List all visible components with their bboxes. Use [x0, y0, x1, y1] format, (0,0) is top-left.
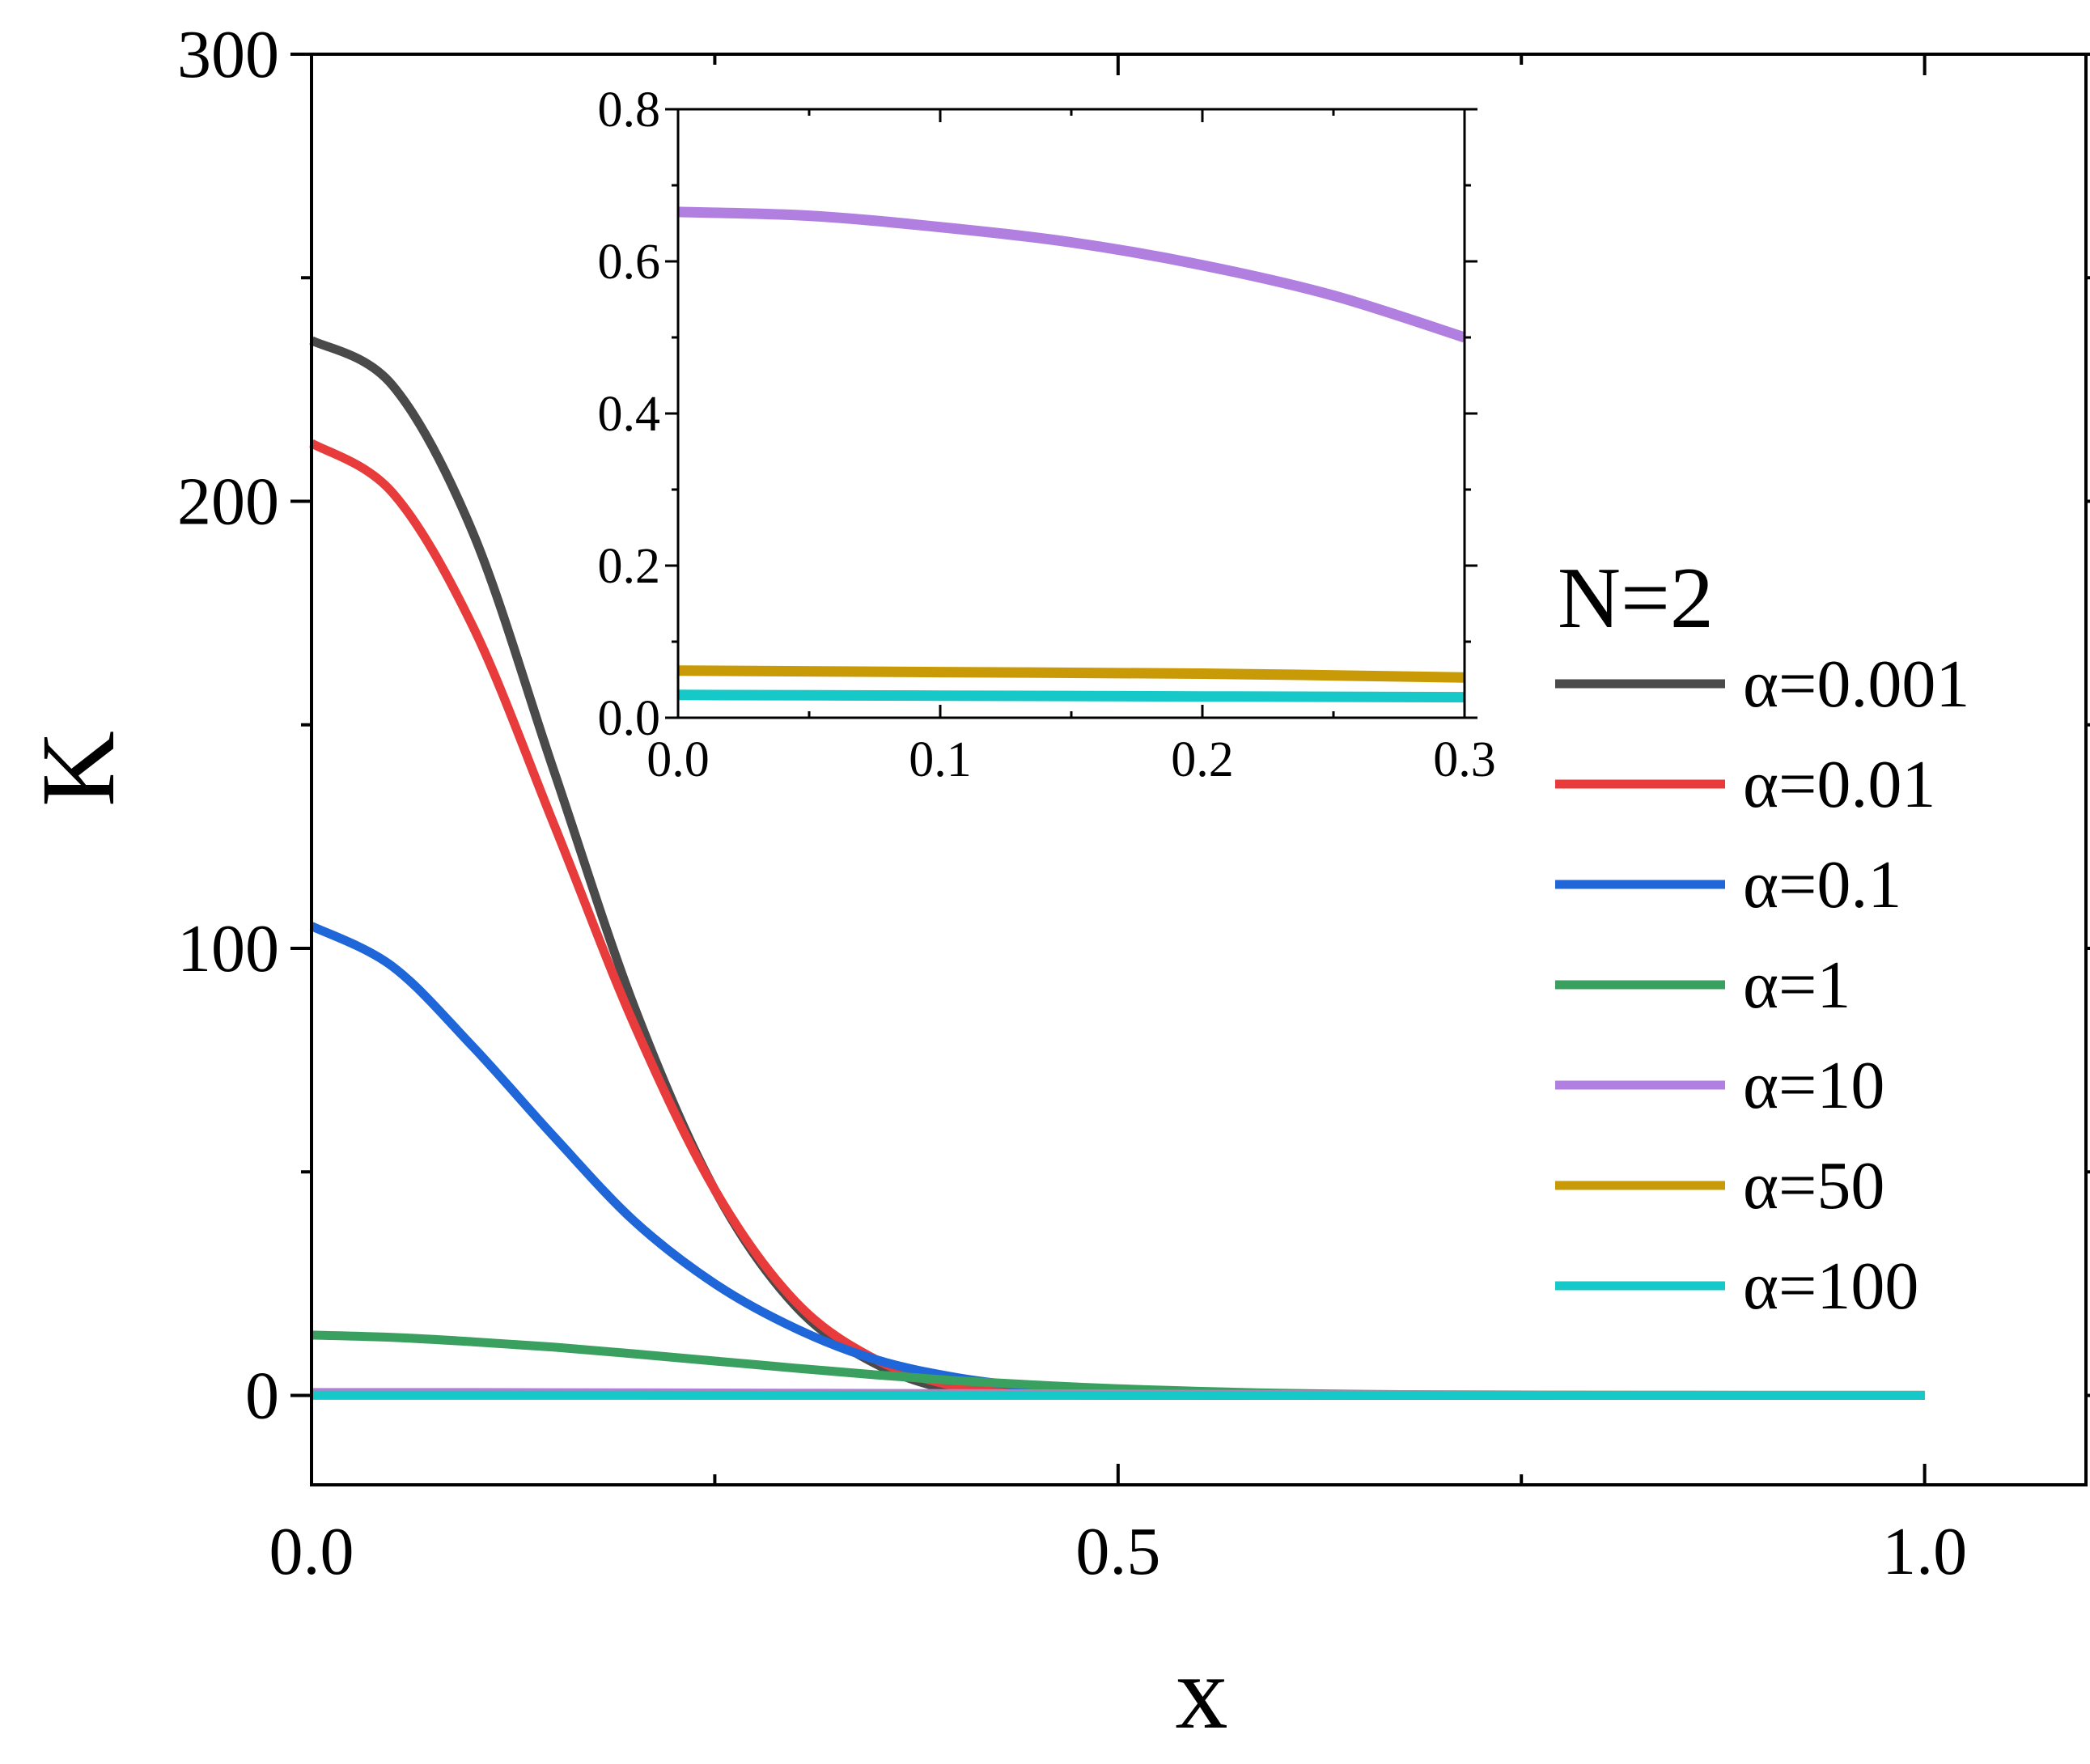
inset-series-line-1 — [677, 665, 1465, 683]
inset-y-tick-label: 0.8 — [598, 83, 661, 138]
inset-x-tick-label: 0.3 — [1433, 732, 1496, 787]
inset-series-group — [677, 206, 1466, 703]
y-tick-label: 100 — [177, 911, 279, 986]
inset-ticks-group: 0.0 0.1 0.2 0.3 0.0 0.2 0.4 0.6 0.8 — [598, 83, 1496, 787]
main-ticks-group: 0.0 0.5 1.0 0 100 200 300 — [177, 17, 2090, 1589]
legend-label: α=0.1 — [1743, 847, 1901, 922]
inset-y-tick-label: 0.0 — [598, 691, 661, 746]
inset-y-tick-label: 0.4 — [598, 387, 661, 442]
x-tick-label: 1.0 — [1882, 1514, 1967, 1589]
legend: N=2 α=0.001 α=0.01 α=0.1 α=1 α=10 α=50 α=100 — [1555, 550, 1969, 1324]
inset-y-tick-label: 0.2 — [598, 539, 661, 594]
inset-x-tick-label: 0.1 — [909, 732, 972, 787]
y-tick-label: 200 — [177, 464, 279, 540]
legend-label: α=100 — [1743, 1249, 1918, 1324]
main-plot: 0.0 0.5 1.0 0 100 200 300 x K — [20, 17, 2090, 1751]
inset-plot: 0.0 0.1 0.2 0.3 0.0 0.2 0.4 0.6 0.8 — [598, 83, 1496, 787]
legend-title: N=2 — [1558, 550, 1714, 647]
inset-background — [678, 109, 1465, 718]
main-series-group — [309, 336, 1925, 1401]
inset-x-tick-label: 0.0 — [647, 732, 710, 787]
inset-x-tick-label: 0.2 — [1171, 732, 1234, 787]
y-tick-label: 300 — [177, 17, 279, 92]
legend-label: α=50 — [1743, 1148, 1884, 1223]
legend-label: α=10 — [1743, 1048, 1884, 1123]
legend-items: α=0.001 α=0.01 α=0.1 α=1 α=10 α=50 α=100 — [1555, 647, 1969, 1324]
main-plot-frame — [310, 53, 2088, 1486]
y-axis-title: K — [20, 731, 137, 807]
y-tick-label: 0 — [245, 1359, 279, 1434]
inset-series-line-2 — [677, 689, 1465, 703]
x-tick-label: 0.5 — [1075, 1514, 1160, 1589]
legend-label: α=0.01 — [1743, 747, 1935, 822]
legend-label: α=0.001 — [1743, 647, 1969, 722]
x-axis-title: x — [1176, 1635, 1228, 1751]
inset-y-tick-label: 0.6 — [598, 235, 661, 290]
inset-series-line-0 — [677, 206, 1466, 343]
legend-label: α=1 — [1743, 948, 1850, 1023]
x-tick-label: 0.0 — [269, 1514, 354, 1589]
